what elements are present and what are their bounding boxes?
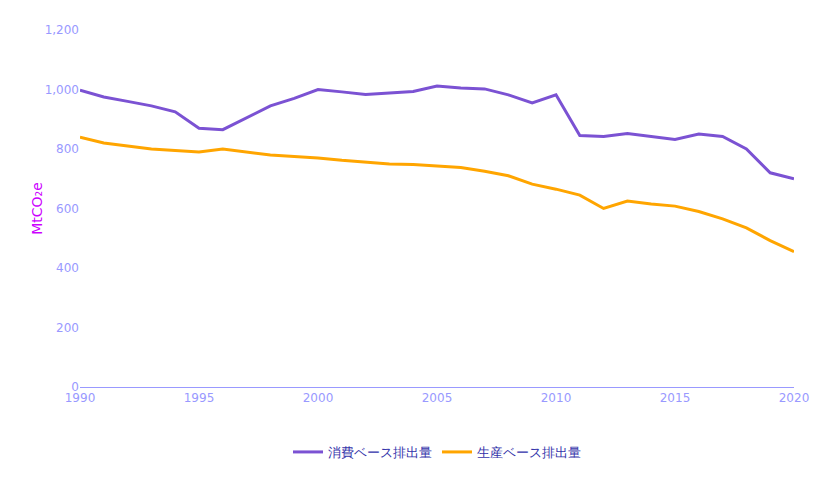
svg-text:1990: 1990	[65, 391, 96, 405]
svg-text:2015: 2015	[660, 391, 691, 405]
svg-text:消費ベース排出量: 消費ベース排出量	[328, 445, 432, 460]
svg-text:400: 400	[56, 261, 79, 275]
svg-text:1,200: 1,200	[45, 23, 79, 37]
svg-text:MtCO₂e: MtCO₂e	[29, 182, 45, 235]
svg-text:800: 800	[56, 142, 79, 156]
svg-text:600: 600	[56, 202, 79, 216]
svg-text:2005: 2005	[422, 391, 453, 405]
svg-text:0: 0	[71, 380, 79, 394]
svg-text:2000: 2000	[303, 391, 334, 405]
svg-text:1995: 1995	[184, 391, 215, 405]
svg-text:1,000: 1,000	[45, 83, 79, 97]
svg-text:2020: 2020	[779, 391, 810, 405]
svg-text:2010: 2010	[541, 391, 572, 405]
svg-text:200: 200	[56, 321, 79, 335]
svg-text:生産ベース排出量: 生産ベース排出量	[477, 445, 581, 460]
